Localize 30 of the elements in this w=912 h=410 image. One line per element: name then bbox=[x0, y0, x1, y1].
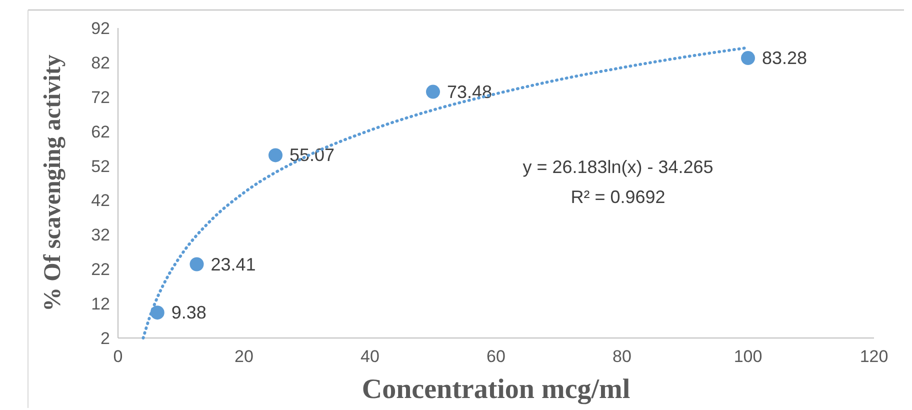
data-label: 9.38 bbox=[171, 302, 206, 323]
y-tick-label: 72 bbox=[91, 88, 110, 107]
y-tick-label: 42 bbox=[91, 191, 110, 210]
x-tick-label: 80 bbox=[612, 347, 632, 366]
point bbox=[268, 148, 282, 162]
data-label: 23.41 bbox=[210, 254, 256, 274]
x-tick-label: 40 bbox=[360, 347, 380, 366]
x-axis-title: Concentration mcg/ml bbox=[362, 374, 630, 405]
point bbox=[426, 84, 440, 99]
y-tick-label: 12 bbox=[91, 294, 110, 314]
annotation: R² = 0.9692 bbox=[570, 187, 666, 207]
point bbox=[150, 306, 164, 320]
x-tick-label: 100 bbox=[734, 347, 762, 366]
y-axis-title: % Of scavenging activity bbox=[40, 54, 66, 312]
y-tick-label: 82 bbox=[91, 53, 110, 72]
y-tick-label: 92 bbox=[91, 19, 110, 38]
data-label: 73.48 bbox=[447, 82, 492, 102]
x-tick-label: 60 bbox=[486, 347, 506, 366]
y-tick-label: 22 bbox=[91, 260, 110, 280]
point bbox=[741, 51, 755, 66]
y-tick-label: 2 bbox=[100, 329, 110, 348]
y-tick-label: 32 bbox=[91, 226, 110, 245]
y-tick-label: 62 bbox=[91, 122, 110, 142]
annotation: y = 26.183ln(x) - 34.265 bbox=[522, 157, 714, 177]
point bbox=[190, 257, 204, 272]
y-tick-label: 52 bbox=[91, 156, 110, 176]
x-tick-label: 0 bbox=[113, 347, 123, 366]
x-tick-label: 120 bbox=[860, 347, 888, 366]
data-label: 83.28 bbox=[762, 48, 808, 68]
x-tick-label: 20 bbox=[234, 347, 254, 366]
